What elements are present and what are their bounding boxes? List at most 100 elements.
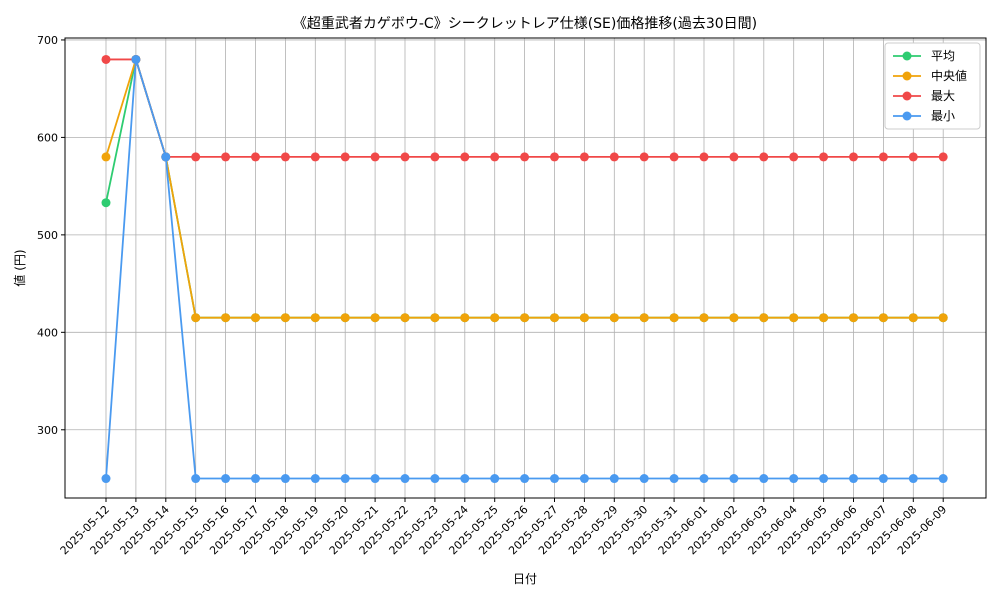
series-group	[101, 54, 948, 484]
data-point	[310, 474, 320, 484]
data-point	[101, 198, 111, 208]
data-point	[759, 152, 769, 162]
data-point	[310, 152, 320, 162]
data-point	[639, 474, 649, 484]
grid	[65, 38, 986, 498]
data-point	[430, 474, 440, 484]
data-point	[101, 152, 111, 162]
data-point	[639, 152, 649, 162]
data-point	[161, 152, 171, 162]
data-point	[819, 152, 829, 162]
data-point	[550, 474, 559, 484]
data-point	[789, 474, 799, 484]
data-point	[938, 152, 948, 162]
data-point	[340, 474, 350, 484]
legend-marker	[902, 71, 912, 81]
data-point	[819, 313, 829, 323]
data-point	[101, 474, 111, 484]
data-point	[490, 152, 500, 162]
x-axis: 2025-05-122025-05-132025-05-142025-05-15…	[58, 498, 949, 557]
data-point	[101, 54, 111, 64]
data-point	[400, 313, 410, 323]
data-point	[699, 152, 709, 162]
data-point	[460, 152, 470, 162]
data-point	[550, 152, 559, 162]
legend-label: 最小	[931, 109, 955, 123]
data-point	[251, 152, 260, 162]
data-point	[430, 313, 440, 323]
data-point	[908, 474, 918, 484]
data-point	[370, 152, 380, 162]
data-point	[759, 474, 769, 484]
chart-title: 《超重武者カゲボウ-C》シークレットレア仕様(SE)価格推移(過去30日間)	[293, 16, 757, 32]
data-point	[729, 313, 739, 323]
data-point	[849, 152, 858, 162]
data-point	[460, 474, 470, 484]
data-point	[191, 313, 201, 323]
data-point	[908, 313, 918, 323]
data-point	[400, 474, 410, 484]
data-point	[520, 152, 530, 162]
data-point	[400, 152, 410, 162]
legend-label: 中央値	[931, 68, 967, 83]
data-point	[221, 152, 231, 162]
y-tick-label: 700	[37, 34, 58, 47]
data-point	[938, 474, 948, 484]
data-point	[251, 313, 260, 323]
data-point	[280, 474, 290, 484]
data-point	[878, 474, 888, 484]
legend-box	[884, 42, 981, 130]
data-point	[579, 313, 589, 323]
data-point	[699, 474, 709, 484]
data-point	[759, 313, 769, 323]
data-point	[430, 152, 440, 162]
data-point	[789, 152, 799, 162]
data-point	[849, 474, 858, 484]
data-point	[191, 152, 201, 162]
data-point	[729, 152, 739, 162]
data-point	[609, 474, 619, 484]
data-point	[579, 474, 589, 484]
data-point	[639, 313, 649, 323]
data-point	[878, 313, 888, 323]
data-point	[878, 152, 888, 162]
data-point	[938, 313, 948, 323]
legend-label: 最大	[931, 89, 955, 103]
data-point	[609, 152, 619, 162]
data-point	[490, 474, 500, 484]
data-point	[251, 474, 260, 484]
data-point	[609, 313, 619, 323]
data-point	[819, 474, 829, 484]
y-axis: 300 400 500 600 700	[37, 34, 65, 437]
data-point	[490, 313, 500, 323]
data-point	[280, 313, 290, 323]
data-point	[340, 152, 350, 162]
data-point	[131, 54, 141, 64]
y-tick-label: 300	[37, 424, 58, 437]
y-tick-label: 600	[37, 131, 58, 144]
data-point	[310, 313, 320, 323]
legend-label: 平均	[931, 49, 955, 63]
legend-marker	[902, 51, 912, 61]
data-point	[370, 474, 380, 484]
data-point	[699, 313, 709, 323]
data-point	[520, 313, 530, 323]
data-point	[460, 313, 470, 323]
y-tick-label: 500	[37, 229, 58, 242]
data-point	[520, 474, 530, 484]
data-point	[669, 313, 679, 323]
data-point	[729, 474, 739, 484]
data-point	[340, 313, 350, 323]
y-axis-label: 値 (円)	[12, 249, 27, 286]
data-point	[579, 152, 589, 162]
data-point	[789, 313, 799, 323]
plot-frame	[64, 37, 987, 499]
y-tick-label: 400	[37, 326, 58, 339]
data-point	[550, 313, 559, 323]
x-axis-label: 日付	[513, 572, 537, 586]
data-point	[669, 152, 679, 162]
data-point	[191, 474, 201, 484]
data-point	[221, 474, 231, 484]
